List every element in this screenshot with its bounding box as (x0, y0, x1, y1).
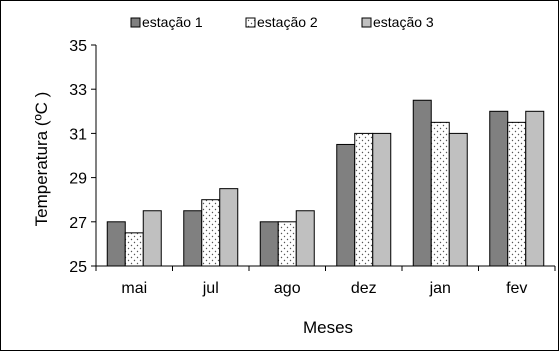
y-tick-label: 25 (69, 259, 87, 276)
bar-fev-series-3 (525, 110, 545, 267)
bar-dez-series-1 (336, 143, 356, 267)
x-tick-label: jul (202, 280, 219, 297)
bar-ago-series-2 (277, 221, 297, 267)
y-axis-label: Temperatura (ºC ) (32, 92, 51, 227)
y-tick-label: 33 (69, 82, 87, 99)
x-tick-label: fev (506, 280, 527, 297)
legend: estação 1 estação 2 estação 3 (130, 14, 434, 30)
x-tick-label: dez (351, 280, 377, 297)
y-tick-label: 31 (69, 126, 87, 143)
legend-swatch-series-2 (245, 17, 256, 28)
bar-mai-series-2 (124, 232, 144, 267)
bar-fev-series-1 (489, 110, 509, 267)
legend-swatch-series-3 (361, 17, 372, 28)
legend-swatch-series-1 (130, 17, 141, 28)
x-tick-label: mai (121, 280, 147, 297)
bar-dez-series-3 (372, 132, 392, 267)
bar-jul-series-2 (201, 199, 221, 267)
legend-label-series-3: estação 3 (373, 14, 434, 30)
legend-label-series-1: estação 1 (142, 14, 203, 30)
bar-jan-series-1 (412, 99, 432, 267)
y-tick-label: 27 (69, 215, 87, 232)
bar-mai-series-1 (106, 221, 126, 267)
bars-group (106, 99, 545, 267)
bar-jul-series-3 (219, 188, 239, 267)
x-tick-label: jan (429, 280, 451, 297)
y-tick-label: 29 (69, 171, 87, 188)
bar-ago-series-3 (295, 210, 315, 267)
bar-jan-series-3 (448, 132, 468, 267)
x-axis-label: Meses (303, 318, 353, 337)
bar-dez-series-2 (354, 132, 374, 267)
axes-group: 25 27 29 31 33 35 mai jul ago dez jan fev (69, 38, 556, 297)
bar-jul-series-1 (183, 210, 203, 267)
y-tick-label: 35 (69, 38, 87, 55)
bar-jan-series-2 (430, 121, 450, 267)
bar-fev-series-2 (507, 121, 527, 267)
legend-label-series-2: estação 2 (257, 14, 318, 30)
x-tick-label: ago (274, 280, 301, 297)
bar-ago-series-1 (259, 221, 279, 267)
bar-mai-series-3 (142, 210, 162, 267)
